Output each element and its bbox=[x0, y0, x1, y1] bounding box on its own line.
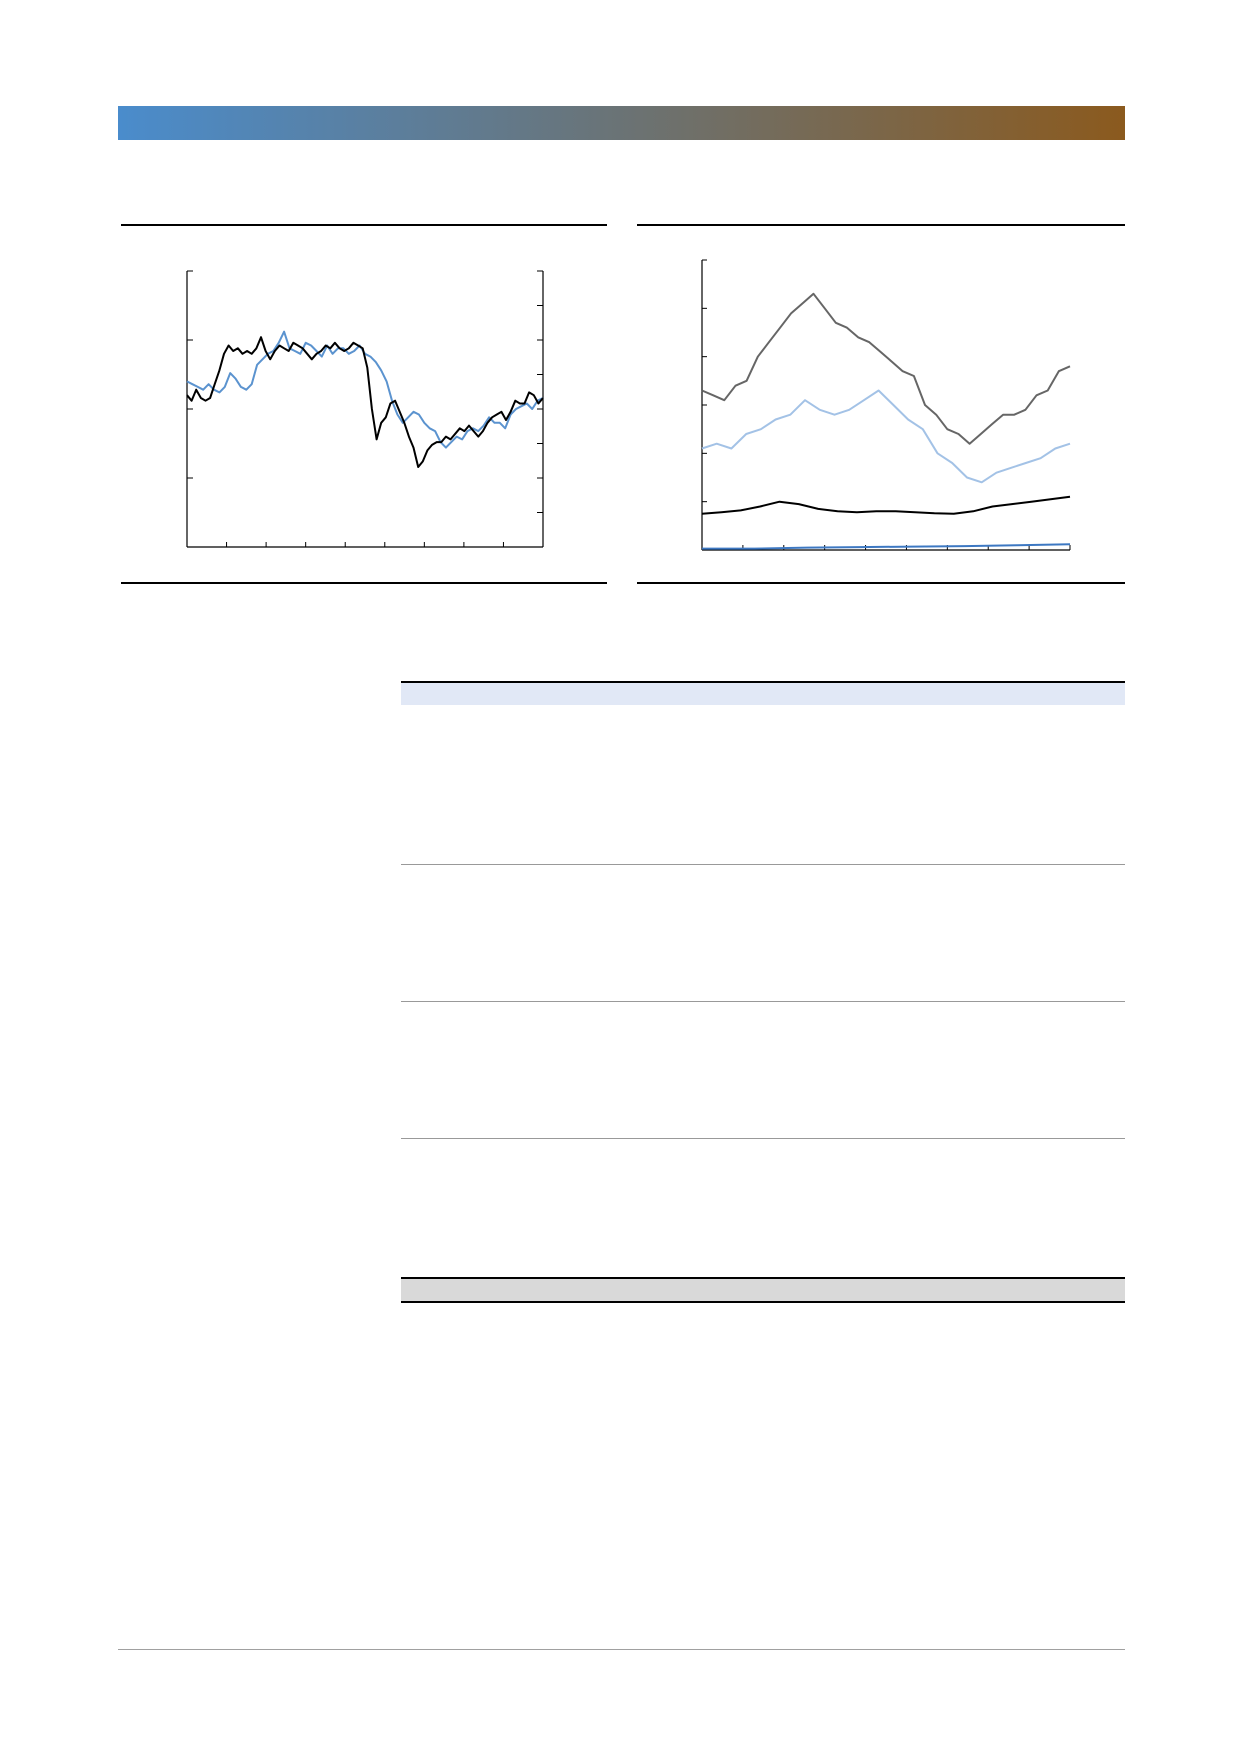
chart-left-bottom-rule bbox=[121, 582, 607, 584]
line-chart-right bbox=[701, 259, 1071, 551]
series-line-lightblue bbox=[701, 389, 1071, 484]
chart-left-top-rule bbox=[121, 224, 607, 226]
page-footer-rule bbox=[118, 1649, 1125, 1650]
chart-right-bottom-rule bbox=[637, 582, 1125, 584]
series-line-blue bbox=[186, 330, 544, 449]
table-row-separator bbox=[401, 864, 1125, 865]
table-footer-row bbox=[401, 1277, 1125, 1303]
table-row-separator bbox=[401, 1138, 1125, 1139]
series-line-gray bbox=[701, 292, 1071, 445]
line-chart-left bbox=[186, 270, 544, 548]
header-banner bbox=[118, 106, 1125, 140]
series-line-black bbox=[186, 336, 544, 468]
series-line-black bbox=[701, 495, 1071, 515]
series-line-bottom bbox=[702, 543, 1071, 550]
table-header-row bbox=[401, 681, 1125, 705]
table-row-separator bbox=[401, 1001, 1125, 1002]
chart-right-top-rule bbox=[637, 224, 1125, 226]
